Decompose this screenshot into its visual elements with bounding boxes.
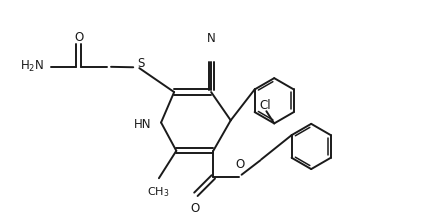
Text: H$_2$N: H$_2$N [20, 59, 44, 74]
Text: O: O [190, 202, 200, 215]
Text: Cl: Cl [260, 99, 271, 112]
Text: O: O [75, 31, 84, 44]
Text: O: O [236, 158, 245, 171]
Text: CH$_3$: CH$_3$ [147, 186, 169, 199]
Text: S: S [137, 57, 145, 70]
Text: HN: HN [134, 118, 151, 131]
Text: N: N [207, 32, 215, 46]
